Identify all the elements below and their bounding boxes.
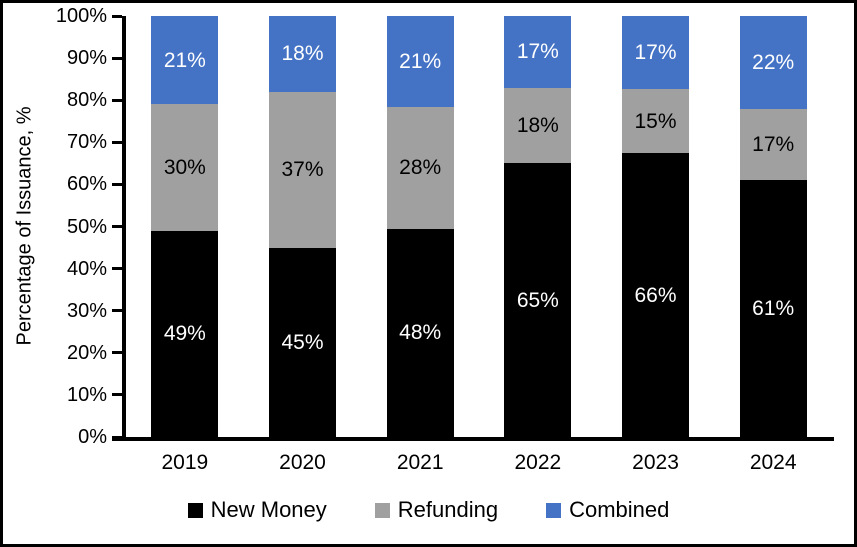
y-tick-label: 90%: [66, 47, 107, 70]
y-tick-mark: [112, 56, 122, 60]
bar-segment-2019-refunding: 30%: [151, 104, 219, 231]
bar-segment-2021-combined: 21%: [386, 16, 454, 108]
bar-segment-label: 65%: [516, 288, 559, 312]
bar-segment-2022-refunding: 18%: [504, 87, 572, 164]
y-tick-mark: [112, 98, 122, 102]
x-category-label-2022: 2022: [514, 451, 562, 474]
y-tick-mark: [112, 14, 122, 18]
bar-segment-2023-refunding: 15%: [622, 89, 690, 154]
bar-segment-label: 45%: [281, 330, 324, 354]
legend-swatch: [546, 502, 562, 518]
x-category-label-2020: 2020: [279, 451, 326, 474]
legend-label: Refunding: [397, 497, 499, 522]
bar-segment-label: 21%: [399, 50, 442, 74]
bar-2019: 49% 30% 21%: [151, 16, 219, 437]
y-tick-label: 30%: [66, 299, 107, 322]
bar-segment-2020-new-money: 45%: [269, 247, 336, 437]
bar-segment-2024-new-money: 61%: [739, 180, 807, 437]
y-tick-mark: [112, 267, 122, 271]
x-axis-labels: 2019 2020 2021 2022 2023 2024: [126, 451, 832, 475]
y-axis-line: [122, 16, 126, 441]
y-tick-label: 0%: [78, 426, 107, 448]
bar-segment-2021-new-money: 48%: [386, 228, 454, 437]
legend-swatch: [187, 502, 203, 518]
bar-segment-2019-combined: 21%: [151, 16, 219, 105]
x-category-label-2021: 2021: [396, 451, 444, 474]
bar-segment-label: 48%: [399, 321, 442, 345]
bar-2023: 66% 15% 17%: [622, 16, 690, 437]
bar-segment-label: 17%: [634, 41, 677, 65]
y-tick-label: 60%: [66, 173, 107, 196]
bar-2021: 48% 28% 21%: [386, 16, 454, 437]
plot-area: 49% 30% 21% 45% 37% 18% 48% 28% 21% 65% 18% 17% 66% 1…: [126, 16, 832, 437]
bar-segment-label: 21%: [163, 48, 206, 72]
y-tick-mark: [112, 351, 122, 355]
y-tick-mark: [112, 435, 122, 439]
bar-segment-2023-new-money: 66%: [622, 153, 690, 437]
legend-label: Combined: [569, 497, 670, 522]
x-category-label-2023: 2023: [632, 451, 679, 474]
legend-label: New Money: [210, 497, 327, 522]
bar-2022: 65% 18% 17%: [504, 16, 572, 437]
bar-slot-2022: 65% 18% 17%: [479, 16, 597, 437]
y-tick-label: 20%: [66, 341, 107, 364]
bar-segment-2022-combined: 17%: [504, 16, 572, 88]
bar-segment-label: 61%: [752, 297, 795, 321]
bar-segment-label: 22%: [752, 50, 795, 74]
y-tick-mark: [112, 309, 122, 313]
y-tick-mark: [112, 393, 122, 397]
y-tick-label: 70%: [66, 131, 107, 154]
bar-segment-2024-refunding: 17%: [739, 108, 807, 181]
bar-segment-label: 17%: [516, 40, 559, 64]
bar-segment-2020-combined: 18%: [269, 16, 336, 92]
bar-2020: 45% 37% 18%: [269, 16, 336, 437]
y-tick-label: 80%: [66, 89, 107, 112]
bar-segment-label: 15%: [634, 109, 677, 133]
x-axis-line: [112, 437, 834, 441]
bar-segment-label: 28%: [399, 156, 442, 180]
y-tick-label: 50%: [66, 215, 107, 238]
x-category-label-2019: 2019: [161, 451, 209, 474]
legend-item-combined: Combined: [546, 497, 669, 523]
bar-segment-label: 17%: [752, 132, 795, 156]
y-tick-mark: [112, 225, 122, 228]
legend-swatch: [374, 502, 390, 518]
bar-slot-2020: 45% 37% 18%: [244, 16, 362, 437]
bar-slot-2019: 49% 30% 21%: [126, 16, 244, 437]
bar-segment-label: 66%: [634, 283, 677, 307]
bar-segment-label: 18%: [281, 42, 324, 66]
y-tick-label: 100%: [55, 5, 107, 27]
bar-segment-2019-new-money: 49%: [151, 230, 219, 437]
bar-segment-label: 18%: [516, 113, 559, 137]
bar-segment-2021-refunding: 28%: [386, 107, 454, 229]
bar-segment-label: 30%: [163, 156, 206, 180]
legend: New Money Refunding Combined: [3, 497, 854, 523]
bar-slot-2021: 48% 28% 21%: [361, 16, 479, 437]
y-tick-label: 10%: [66, 383, 107, 406]
legend-item-new-money: New Money: [187, 497, 327, 523]
bar-segment-label: 37%: [281, 158, 324, 182]
bar-segment-label: 49%: [163, 322, 206, 346]
bar-segment-2022-new-money: 65%: [504, 163, 572, 437]
legend-item-refunding: Refunding: [374, 497, 499, 523]
bar-segment-2020-refunding: 37%: [269, 91, 336, 248]
y-tick-mark: [112, 182, 122, 186]
y-tick-mark: [112, 140, 122, 144]
bar-segment-2024-combined: 22%: [739, 16, 807, 109]
y-tick-label: 40%: [66, 257, 107, 280]
bar-slot-2023: 66% 15% 17%: [597, 16, 715, 437]
bar-segment-2023-combined: 17%: [622, 16, 690, 90]
bar-2024: 61% 17% 22%: [739, 16, 807, 437]
bar-slot-2024: 61% 17% 22%: [714, 16, 832, 437]
x-category-label-2024: 2024: [749, 451, 797, 474]
